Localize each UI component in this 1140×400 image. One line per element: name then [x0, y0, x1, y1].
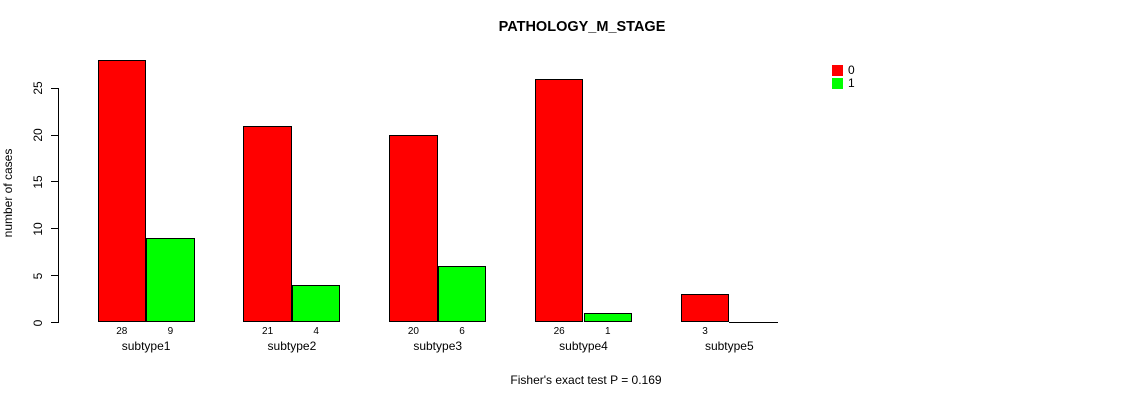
- y-tick: [51, 181, 58, 183]
- bar-0-subtype1: [97, 60, 147, 323]
- y-tick-label: 10: [30, 222, 45, 236]
- bar-0-subtype5: [680, 294, 730, 323]
- chart-title: PATHOLOGY_M_STAGE: [498, 19, 666, 35]
- bar-value-label: 4: [313, 326, 319, 337]
- bar-1-subtype1: [146, 238, 195, 323]
- bar-value-label: 9: [167, 326, 174, 337]
- category-label-subtype3: subtype3: [413, 339, 463, 353]
- y-tick-label: 20: [30, 128, 45, 142]
- legend-item-1: 1: [832, 77, 855, 90]
- bar-0-subtype2: [243, 125, 292, 323]
- bar-value-label: 21: [262, 326, 274, 337]
- bar-value-label: 6: [459, 326, 465, 337]
- y-tick-label: 25: [30, 81, 45, 95]
- bar-1-subtype4: [583, 313, 633, 323]
- category-label-subtype4: subtype4: [559, 339, 608, 353]
- y-tick-label: 5: [30, 272, 45, 279]
- bar-value-label: 26: [553, 326, 565, 337]
- y-axis-label: number of cases: [1, 148, 15, 238]
- y-tick: [51, 275, 58, 277]
- legend-swatch-0: [832, 65, 843, 76]
- y-tick: [51, 87, 58, 89]
- bar-value-label: 28: [116, 326, 128, 337]
- legend-item-0: 0: [832, 64, 855, 77]
- bar-0-subtype4: [534, 78, 584, 323]
- y-axis-line: [58, 88, 59, 323]
- category-label-subtype5: subtype5: [704, 339, 754, 353]
- y-tick-label: 15: [30, 175, 45, 189]
- category-label-subtype2: subtype2: [267, 339, 317, 353]
- bar-0-subtype3: [389, 135, 438, 323]
- bar-1-subtype2: [291, 285, 341, 323]
- y-tick-label: 0: [30, 319, 45, 326]
- y-tick: [51, 228, 58, 230]
- legend-label: 0: [848, 63, 855, 77]
- y-tick: [51, 322, 58, 323]
- bar-1-subtype3: [437, 266, 487, 323]
- bar-value-label: 3: [702, 326, 708, 337]
- category-label-subtype1: subtype1: [121, 339, 171, 353]
- legend-swatch-1: [832, 78, 843, 89]
- bar-value-label: 20: [407, 326, 419, 337]
- bar-value-label: 1: [605, 326, 611, 337]
- y-tick: [51, 134, 58, 136]
- legend-label: 1: [848, 76, 855, 90]
- footnote-fisher-test: Fisher's exact test P = 0.169: [510, 373, 662, 387]
- zero-bar-1-subtype5: [729, 321, 778, 323]
